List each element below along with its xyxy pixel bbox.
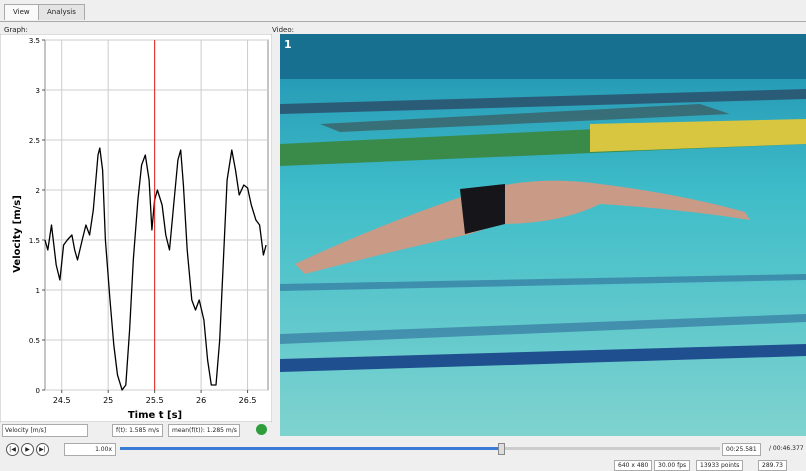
quantity-dropdown[interactable]: Velocity [m/s] — [2, 424, 88, 437]
x-tick-label: 25.5 — [146, 396, 164, 405]
video-overlay-number: 1 — [284, 38, 292, 51]
y-tick-label: 2 — [36, 187, 40, 195]
video-frame: 1 — [280, 34, 806, 436]
duration: / 00:46.377 — [769, 445, 804, 452]
status-value: 289.73 — [758, 460, 787, 471]
x-tick-label: 25 — [103, 396, 113, 405]
tab[interactable]: View — [4, 4, 39, 20]
play-button[interactable]: ▶ — [21, 443, 34, 456]
water-surface — [280, 34, 806, 79]
graph-label: Graph: — [4, 26, 28, 34]
x-tick-label: 26 — [196, 396, 206, 405]
mean-value: mean(f(t)): 1.285 m/s — [168, 424, 240, 437]
x-tick-label: 24.5 — [53, 396, 71, 405]
y-tick-label: 1 — [36, 287, 40, 295]
y-tick-label: 3.5 — [29, 37, 40, 45]
tab[interactable]: Analysis — [38, 4, 85, 20]
refresh-button[interactable] — [256, 424, 267, 435]
graph-panel: Velocity [m/s] Time t [s] 0 0.5 1 1.5 2 2.5 3 3… — [0, 34, 272, 422]
time-box[interactable]: 00:25.581 — [722, 443, 761, 456]
forward-button[interactable]: ▶| — [36, 443, 49, 456]
y-tick-label: 0.5 — [29, 337, 40, 345]
y-tick-label: 0 — [36, 387, 40, 395]
status-fps: 30.00 fps — [654, 460, 690, 471]
status-resolution: 640 x 480 — [614, 460, 652, 471]
y-tick-label: 2.5 — [29, 137, 40, 145]
rewind-button[interactable]: |◀ — [6, 443, 19, 456]
timeline-handle[interactable] — [498, 443, 505, 455]
f-value: f(t): 1.585 m/s — [112, 424, 163, 437]
plot-area — [45, 40, 268, 390]
speed-box[interactable]: 1.00x — [64, 443, 116, 456]
x-tick-label: 26.5 — [239, 396, 257, 405]
timeline-progress — [120, 447, 500, 450]
y-tick-label: 3 — [36, 87, 40, 95]
video-label: Video: — [272, 26, 294, 34]
tab-divider — [0, 21, 806, 22]
x-axis-label: Time t [s] — [128, 410, 182, 421]
status-points: 13933 points — [696, 460, 743, 471]
y-axis-label: Velocity [m/s] — [12, 195, 23, 273]
y-tick-label: 1.5 — [29, 237, 40, 245]
app-window: {"tabs": ["View", "Analysis"], "graph_la… — [0, 0, 806, 470]
